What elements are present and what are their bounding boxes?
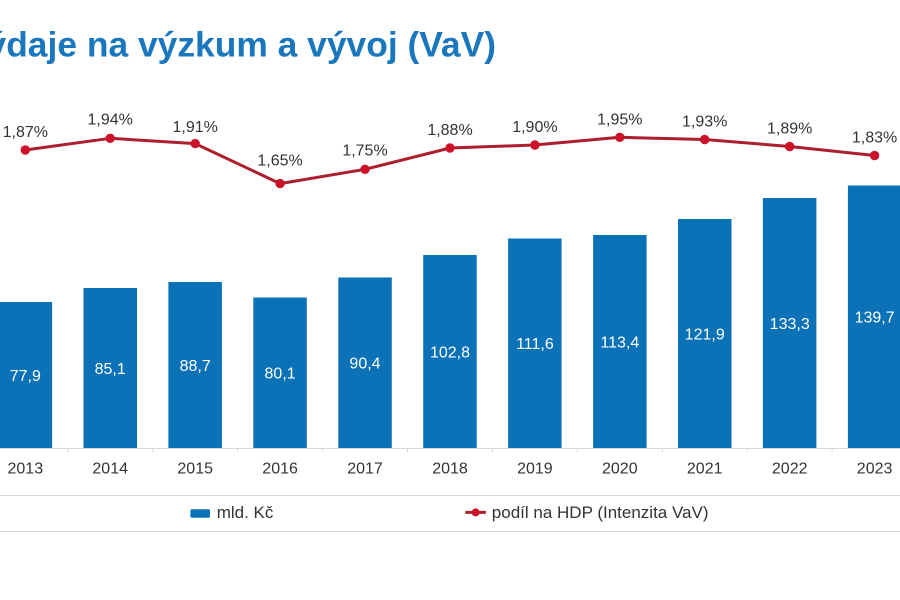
svg-text:1,83%: 1,83% xyxy=(852,130,897,147)
svg-text:2021: 2021 xyxy=(687,460,723,477)
svg-text:podíl na HDP (Intenzita VaV): podíl na HDP (Intenzita VaV) xyxy=(492,503,709,522)
svg-text:2022: 2022 xyxy=(772,460,808,477)
svg-text:mld. Kč: mld. Kč xyxy=(217,503,274,522)
svg-text:2015: 2015 xyxy=(177,460,213,477)
svg-text:113,4: 113,4 xyxy=(600,334,639,351)
svg-text:102,8: 102,8 xyxy=(430,344,470,361)
svg-text:2013: 2013 xyxy=(8,460,44,477)
svg-text:139,7: 139,7 xyxy=(855,310,895,327)
svg-text:1,87%: 1,87% xyxy=(3,124,48,141)
svg-text:133,3: 133,3 xyxy=(770,316,810,333)
svg-text:2014: 2014 xyxy=(92,460,128,477)
svg-text:111,6: 111,6 xyxy=(516,336,554,353)
svg-text:88,7: 88,7 xyxy=(180,358,211,375)
svg-text:2018: 2018 xyxy=(432,460,468,477)
svg-text:1,90%: 1,90% xyxy=(512,119,557,136)
svg-text:121,9: 121,9 xyxy=(685,326,725,343)
svg-text:2019: 2019 xyxy=(517,460,553,477)
svg-text:77,9: 77,9 xyxy=(10,368,41,385)
svg-text:85,1: 85,1 xyxy=(95,361,126,378)
svg-text:2020: 2020 xyxy=(602,460,638,477)
svg-text:90,4: 90,4 xyxy=(349,356,380,373)
svg-text:1,91%: 1,91% xyxy=(173,119,218,136)
svg-text:2016: 2016 xyxy=(262,460,298,477)
svg-text:1,88%: 1,88% xyxy=(427,122,472,139)
svg-text:1,95%: 1,95% xyxy=(597,111,642,128)
svg-text:1,93%: 1,93% xyxy=(682,114,727,131)
svg-text:1,65%: 1,65% xyxy=(257,152,302,169)
svg-text:1,75%: 1,75% xyxy=(342,143,387,160)
svg-text:1,89%: 1,89% xyxy=(767,121,812,138)
svg-text:2017: 2017 xyxy=(347,460,383,477)
svg-text:Výdaje na výzkum a vývoj (VaV): Výdaje na výzkum a vývoj (VaV) xyxy=(0,25,496,65)
svg-text:1,94%: 1,94% xyxy=(88,112,133,129)
svg-text:80,1: 80,1 xyxy=(265,366,296,383)
svg-text:2023: 2023 xyxy=(857,460,893,477)
